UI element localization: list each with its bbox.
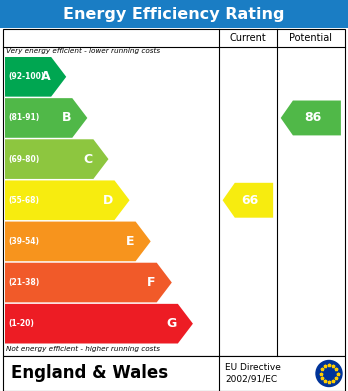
Polygon shape bbox=[5, 180, 129, 220]
Text: (69-80): (69-80) bbox=[8, 154, 39, 163]
Text: E: E bbox=[126, 235, 135, 248]
Text: 86: 86 bbox=[304, 111, 321, 124]
Text: A: A bbox=[41, 70, 50, 83]
Text: C: C bbox=[83, 152, 93, 166]
Bar bbox=[3, 356, 345, 391]
Text: England & Wales: England & Wales bbox=[11, 364, 168, 382]
Text: F: F bbox=[147, 276, 156, 289]
Text: Very energy efficient - lower running costs: Very energy efficient - lower running co… bbox=[6, 48, 160, 54]
Circle shape bbox=[316, 361, 342, 386]
Text: (21-38): (21-38) bbox=[8, 278, 39, 287]
Polygon shape bbox=[5, 139, 109, 179]
Polygon shape bbox=[5, 98, 87, 138]
Text: 66: 66 bbox=[241, 194, 258, 207]
Text: Current: Current bbox=[229, 33, 266, 43]
Text: (81-91): (81-91) bbox=[8, 113, 39, 122]
Polygon shape bbox=[223, 183, 273, 218]
Polygon shape bbox=[5, 263, 172, 302]
Bar bbox=[3, 29, 345, 356]
Polygon shape bbox=[5, 222, 151, 261]
Text: Potential: Potential bbox=[289, 33, 332, 43]
Polygon shape bbox=[5, 304, 193, 344]
Polygon shape bbox=[5, 57, 66, 97]
Text: (55-68): (55-68) bbox=[8, 196, 39, 205]
Bar bbox=[0, 0, 348, 28]
Text: (92-100): (92-100) bbox=[8, 72, 45, 81]
Text: Energy Efficiency Rating: Energy Efficiency Rating bbox=[63, 7, 285, 22]
Polygon shape bbox=[281, 100, 341, 135]
Text: G: G bbox=[167, 317, 177, 330]
Text: Not energy efficient - higher running costs: Not energy efficient - higher running co… bbox=[6, 346, 160, 352]
Text: D: D bbox=[103, 194, 113, 207]
Text: EU Directive
2002/91/EC: EU Directive 2002/91/EC bbox=[225, 363, 281, 384]
Text: B: B bbox=[62, 111, 71, 124]
Text: (39-54): (39-54) bbox=[8, 237, 39, 246]
Text: (1-20): (1-20) bbox=[8, 319, 34, 328]
